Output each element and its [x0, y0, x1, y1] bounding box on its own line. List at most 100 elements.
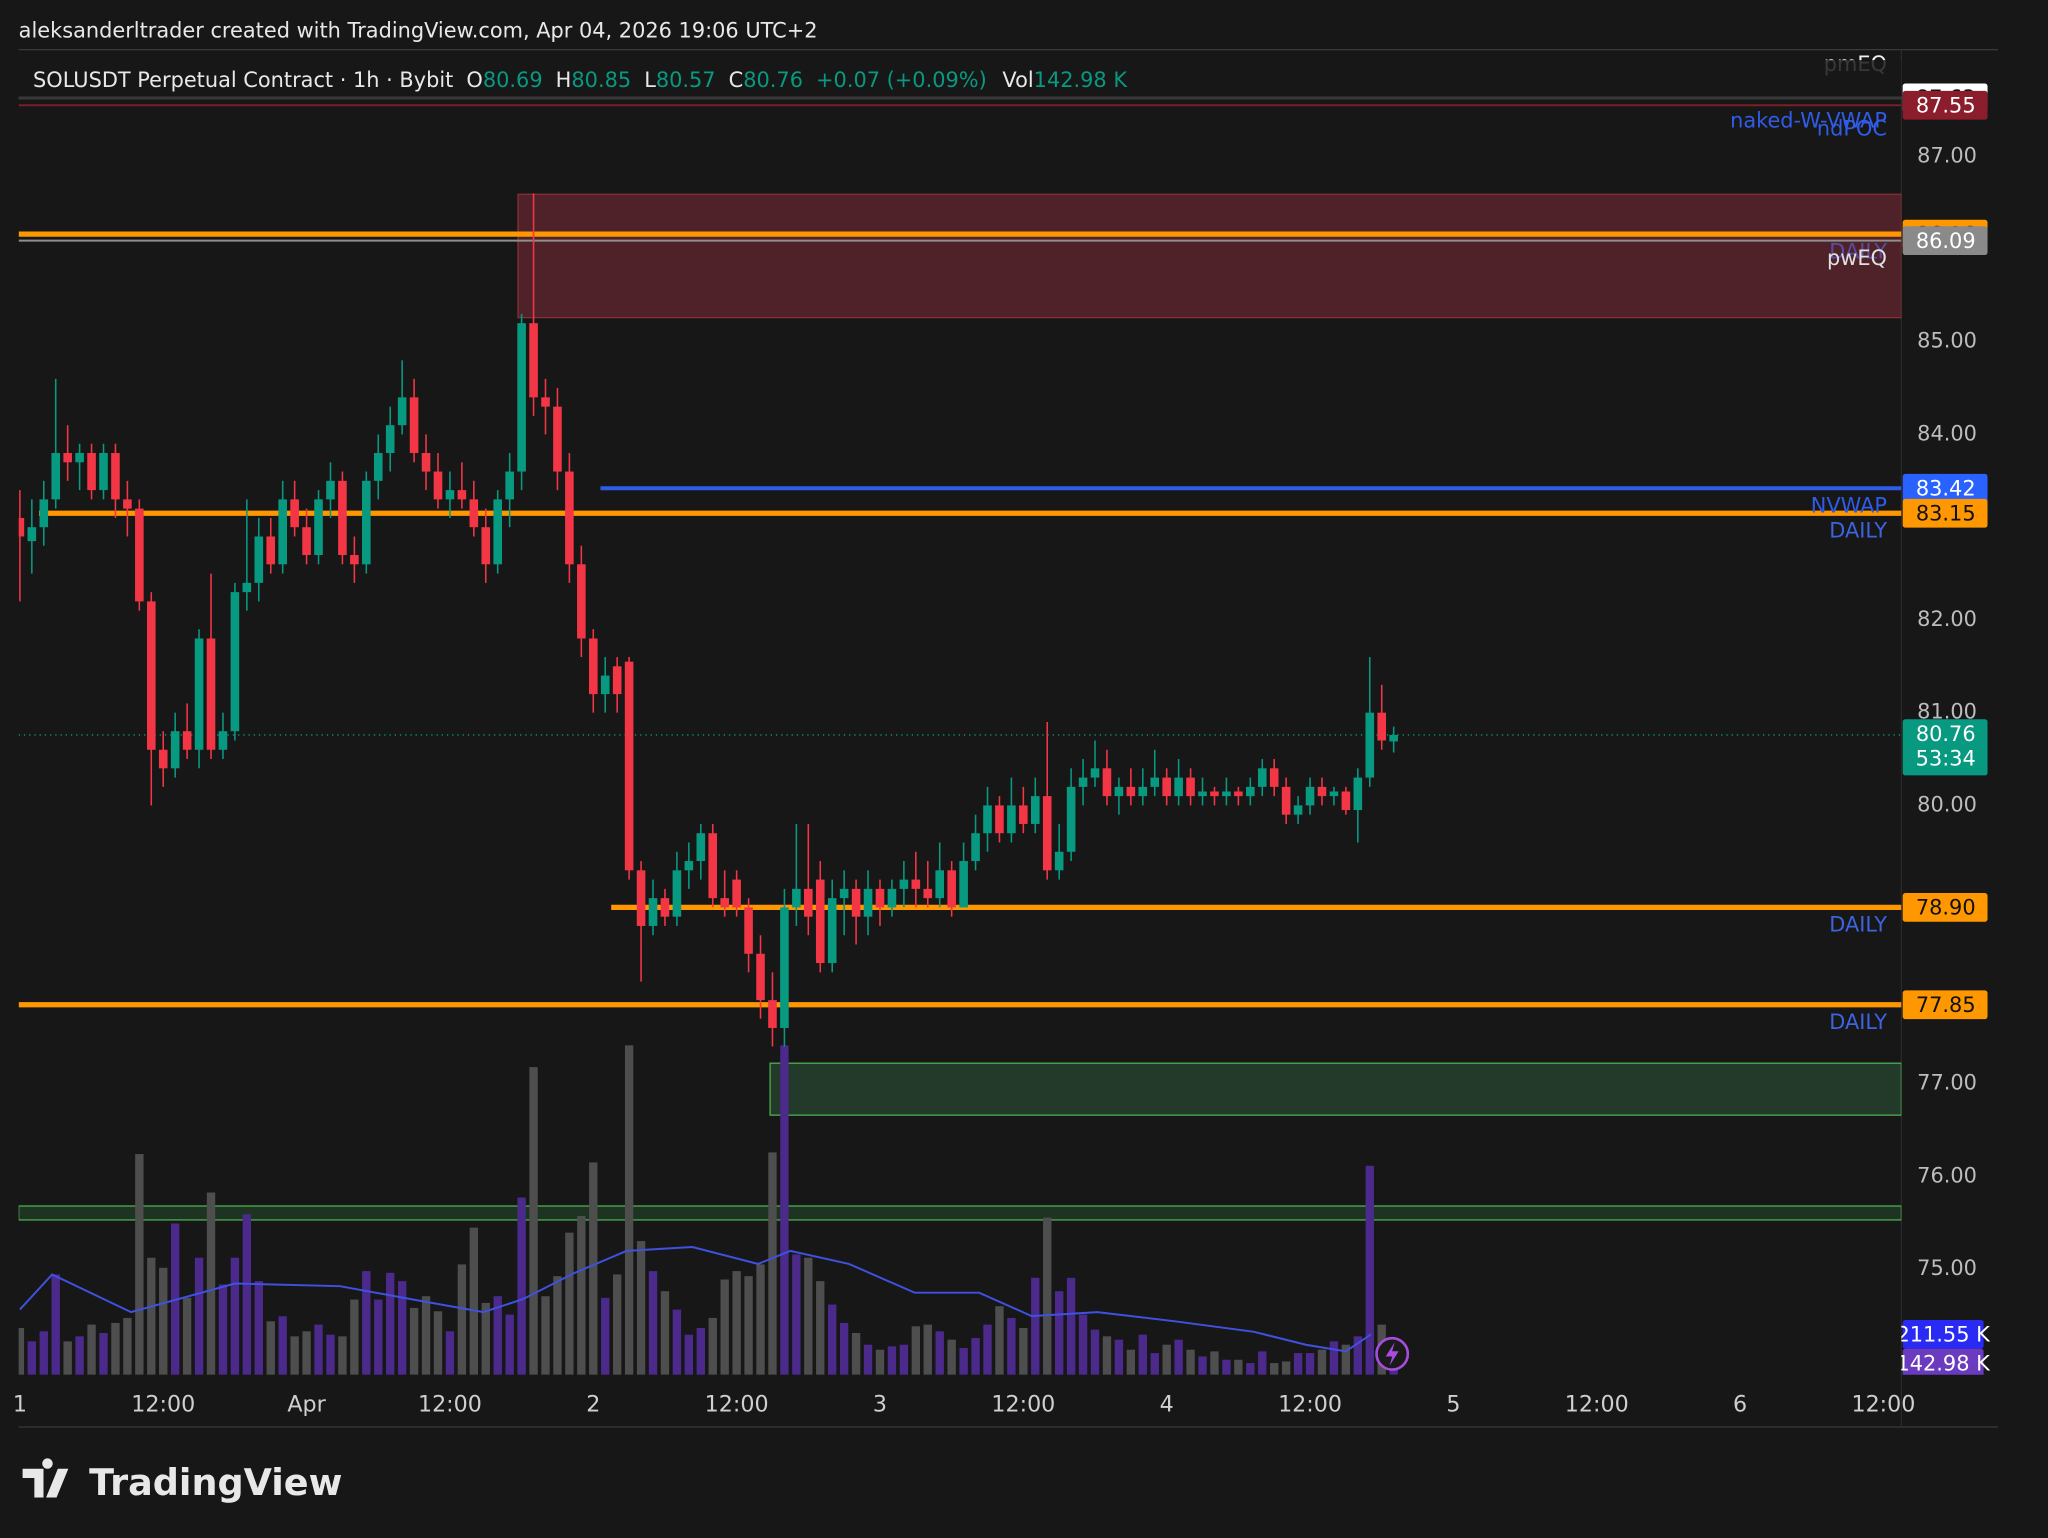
candle-body — [457, 490, 467, 500]
x-tick-label: Apr — [287, 1391, 326, 1417]
candle-body — [1222, 791, 1231, 797]
candle-body — [684, 861, 694, 871]
level-badge — [1902, 226, 1988, 256]
volume-bar — [995, 1306, 1004, 1375]
candle-body — [75, 453, 84, 463]
volume-bar — [863, 1344, 873, 1375]
candle-body — [242, 582, 252, 593]
volume-bar — [314, 1324, 323, 1375]
volume-bar — [1054, 1291, 1064, 1375]
candle-body — [1054, 851, 1064, 871]
x-tick-label: 4 — [1160, 1391, 1174, 1417]
x-tick-label: 12:00 — [418, 1391, 482, 1417]
level-tag: DAILY — [1829, 1010, 1887, 1034]
volume-bar — [159, 1267, 168, 1375]
candle-body — [493, 499, 503, 565]
volume-bar — [1162, 1344, 1171, 1375]
volume-bar — [1222, 1359, 1231, 1375]
volume-bar — [1305, 1353, 1315, 1375]
candle-body — [768, 1000, 777, 1028]
volume-bar — [338, 1336, 347, 1375]
volume-bar — [732, 1271, 741, 1375]
candle-body — [541, 397, 550, 407]
volume-bar — [828, 1304, 837, 1375]
volume-bar — [469, 1227, 479, 1375]
candle-body — [146, 601, 156, 750]
candle-body — [254, 536, 264, 583]
candle-body — [1090, 768, 1100, 778]
candle-body — [553, 406, 562, 472]
y-tick-label: 76.00 — [1917, 1163, 1977, 1187]
volume-bar — [887, 1346, 897, 1375]
volume-bar — [875, 1349, 885, 1375]
legend-open: 80.69 — [483, 68, 543, 92]
volume-bar — [1341, 1344, 1351, 1375]
candle-body — [756, 953, 765, 1001]
volume-bar — [194, 1257, 204, 1375]
volume-bar — [947, 1339, 956, 1375]
volume-ma-badge-label: 211.55 K — [1896, 1323, 1991, 1347]
candle-body — [804, 888, 813, 917]
candle-body — [63, 453, 72, 463]
candle-body — [481, 527, 491, 565]
volume-bar — [601, 1297, 610, 1375]
candle-body — [839, 888, 849, 899]
y-tick-label: 87.00 — [1917, 143, 1977, 167]
candle-body — [290, 499, 299, 528]
level-badge — [1902, 473, 1988, 503]
volume-bar — [493, 1296, 502, 1375]
candle-body — [1234, 791, 1243, 797]
volume-bar — [206, 1192, 216, 1375]
logo-icon — [22, 1458, 69, 1498]
candle-body — [887, 888, 897, 908]
volume-bar — [27, 1341, 37, 1375]
volume-bar — [696, 1327, 705, 1375]
volume-bar — [565, 1232, 574, 1375]
volume-bar — [242, 1214, 252, 1375]
logo-text: TradingView — [89, 1461, 342, 1504]
volume-bar — [230, 1257, 240, 1375]
level-tag: DAILY — [1829, 239, 1887, 263]
candle-body — [1126, 786, 1136, 797]
volume-bar — [1090, 1329, 1100, 1375]
volume-bar — [517, 1197, 526, 1375]
volume-bar — [839, 1322, 849, 1375]
candle-body — [983, 805, 992, 834]
alert-bolt — [1385, 1342, 1399, 1366]
candle-body — [27, 527, 37, 542]
y-tick-label: 82.00 — [1917, 607, 1977, 631]
candle-body — [720, 898, 729, 908]
level-badge — [1902, 90, 1988, 120]
candle-body — [87, 453, 96, 491]
volume-bar — [1031, 1277, 1040, 1375]
candle-body — [314, 499, 323, 556]
candle-body — [780, 907, 789, 1028]
legend-title: SOLUSDT Perpetual Contract · 1h · Bybit — [33, 68, 453, 92]
candle-body — [648, 898, 658, 926]
candle-body — [182, 731, 192, 750]
legend-bg — [18, 60, 1902, 100]
candle-body — [815, 879, 825, 964]
candle-body — [1030, 796, 1040, 824]
level-tag: DAILY — [1829, 519, 1887, 543]
candle-body — [218, 731, 228, 750]
legend: SOLUSDT Perpetual Contract · 1h · Bybit O… — [33, 68, 1128, 92]
volume-bar — [816, 1281, 825, 1375]
candle-body — [373, 453, 383, 481]
volume-bar — [87, 1324, 96, 1375]
volume-bar — [445, 1331, 455, 1375]
candle-body — [1150, 777, 1160, 787]
candle-body — [1162, 777, 1171, 797]
volume-bar — [1174, 1339, 1183, 1375]
volume-bar — [278, 1316, 287, 1375]
level-badge-label: 86.09 — [1916, 229, 1976, 253]
volume-bar — [577, 1215, 586, 1375]
legend-letter: O — [466, 68, 482, 92]
candle-body — [338, 480, 347, 556]
zone — [517, 193, 1902, 319]
candle-body — [1019, 805, 1028, 824]
candle-body — [266, 536, 276, 565]
volume-bar — [254, 1281, 263, 1375]
